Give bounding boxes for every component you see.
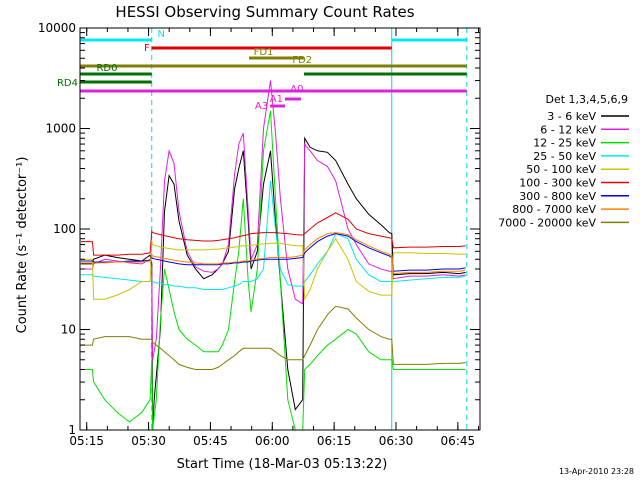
- y-tick-label: 100: [53, 222, 76, 236]
- x-tick-label: 05:30: [131, 434, 166, 448]
- y-tick-label: 10: [61, 323, 76, 337]
- series-line-6-12-kev: [80, 80, 466, 360]
- series-line-50-100-kev: [80, 237, 466, 302]
- flag-label-a1: A1: [270, 94, 283, 105]
- flag-label-f: F: [144, 43, 150, 54]
- chart-title: HESSI Observing Summary Count Rates: [115, 3, 414, 21]
- legend-label-6-12-kev: 6 - 12 keV: [540, 123, 596, 136]
- flag-label-a3: A3: [255, 101, 268, 112]
- series-line-7000-20000-kev: [80, 305, 466, 370]
- flag-label-rd4: RD4: [57, 78, 78, 89]
- footer-timestamp: 13-Apr-2010 23:28: [559, 467, 634, 476]
- x-tick-label: 06:15: [317, 434, 352, 448]
- legend-label-100-300-kev: 100 - 300 keV: [519, 177, 596, 190]
- series-line-100-300-kev: [80, 212, 466, 256]
- series-line-800-7000-kev: [80, 232, 466, 275]
- flag-label-fd1: FD1: [254, 47, 274, 58]
- x-tick-label: 06:45: [441, 434, 476, 448]
- series-line-25-50-kev: [80, 180, 466, 290]
- y-axis-label: Count Rate (s⁻¹ detector⁻¹): [15, 157, 30, 334]
- legend-label-25-50-kev: 25 - 50 keV: [533, 150, 596, 163]
- flag-label-n: N: [158, 29, 165, 40]
- legend-label-50-100-kev: 50 - 100 keV: [526, 163, 596, 176]
- x-tick-label: 06:30: [379, 434, 414, 448]
- y-tick-label: 10000: [38, 21, 76, 35]
- legend-label-300-800-kev: 300 - 800 keV: [519, 190, 596, 203]
- flag-label-rd0: RD0: [96, 63, 117, 74]
- series-line-300-800-kev: [80, 233, 466, 272]
- legend-label-3-6-kev: 3 - 6 keV: [547, 110, 596, 123]
- legend-label-12-25-kev: 12 - 25 keV: [533, 137, 596, 150]
- plot-area: [80, 28, 468, 430]
- flag-label-fd2: FD2: [292, 55, 312, 66]
- legend-label-7000-20000-kev: 7000 - 20000 keV: [498, 216, 596, 229]
- y-tick-label: 1: [68, 423, 76, 437]
- x-tick-label: 05:15: [69, 434, 104, 448]
- x-tick-label: 06:00: [255, 434, 290, 448]
- y-tick-label: 1000: [45, 122, 76, 136]
- x-axis-label: Start Time (18-Mar-03 05:13:22): [177, 457, 388, 472]
- legend-title: Det 1,3,4,5,6,9: [545, 93, 628, 106]
- flag-label-a0: A0: [290, 84, 303, 95]
- axes: 05:15 05:30 05:45 06:00 06:15 06:30 06:45 1 10 10…: [38, 21, 481, 448]
- x-tick-label: 05:45: [193, 434, 228, 448]
- legend-label-800-7000-kev: 800 - 7000 keV: [512, 203, 596, 216]
